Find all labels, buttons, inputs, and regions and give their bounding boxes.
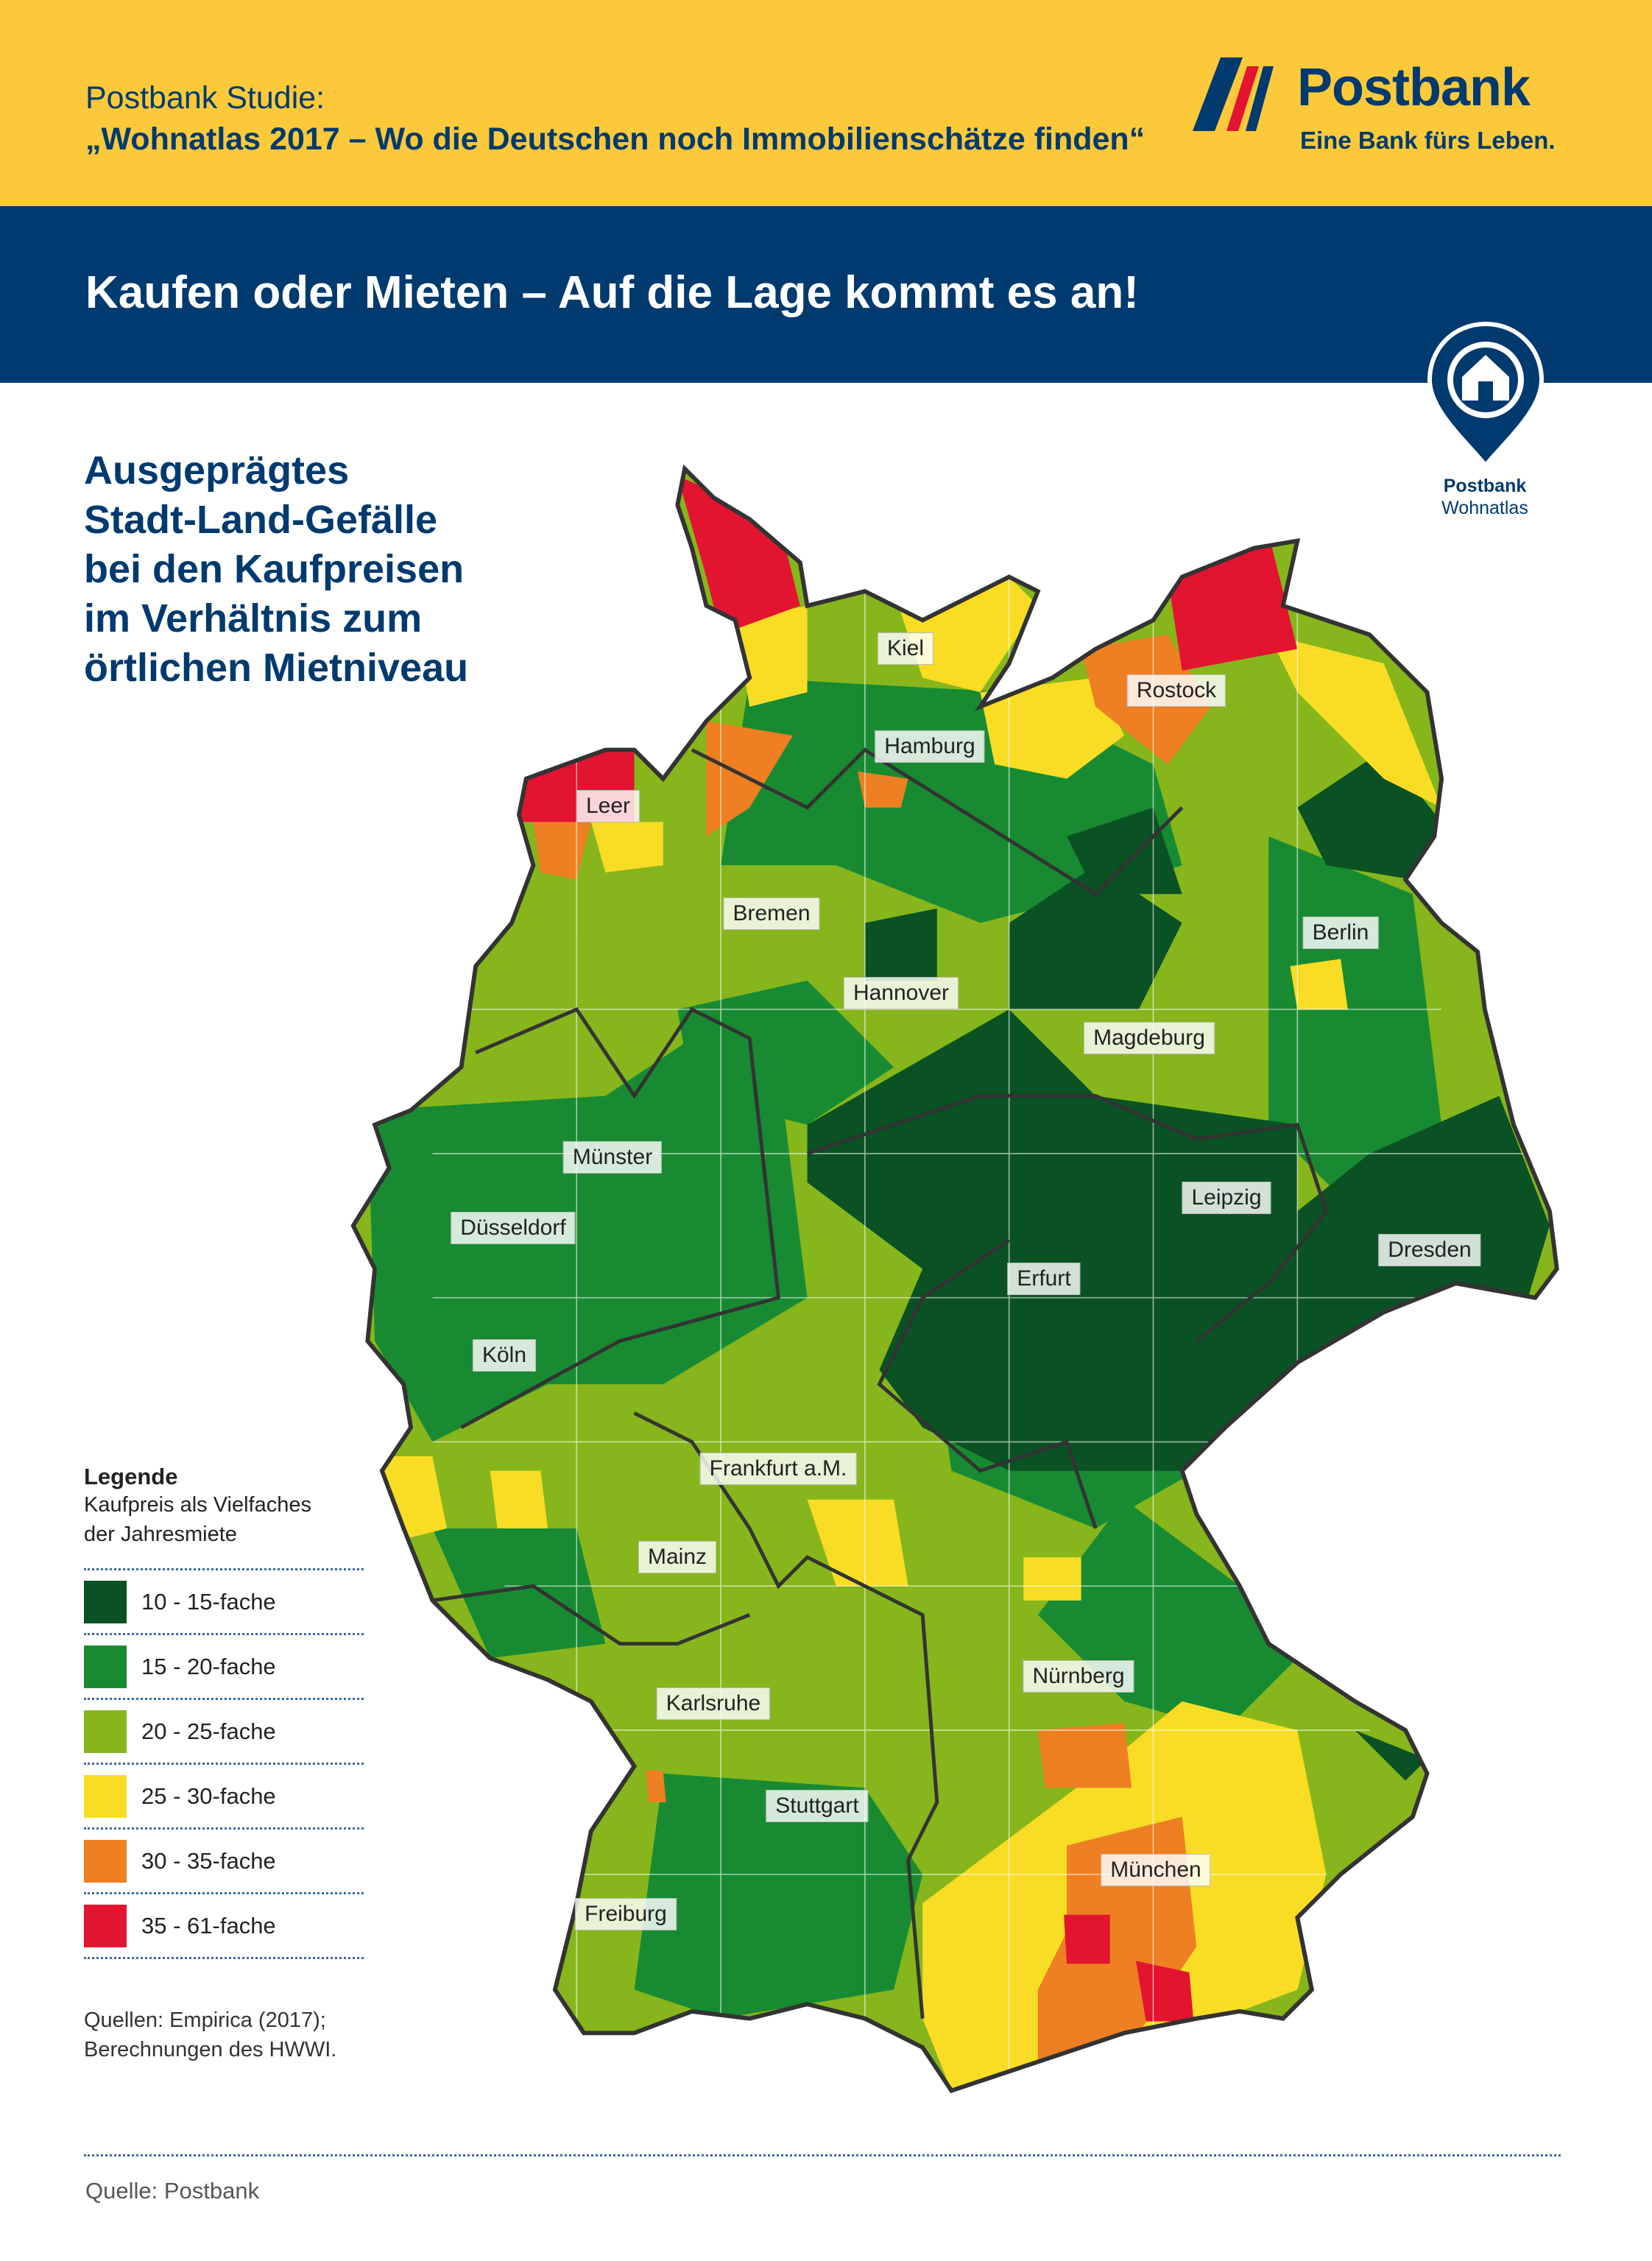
city-label-freiburg: Freiburg: [575, 1898, 677, 1930]
postbank-logo: Postbank Eine Bank fürs Leben.: [1193, 57, 1575, 161]
footer-source: Quelle: Postbank: [85, 2178, 260, 2204]
title-banner: Kaufen oder Mieten – Auf die Lage kommt …: [0, 206, 1652, 383]
city-label-muenchen: München: [1101, 1854, 1211, 1886]
legend-swatch: [84, 1645, 127, 1688]
legend-swatch: [84, 1710, 127, 1753]
sources-line: Berechnungen des HWWI.: [84, 2038, 337, 2061]
city-label-dresden: Dresden: [1378, 1234, 1481, 1266]
sources-note: Quellen: Empirica (2017); Berechnungen d…: [84, 2006, 336, 2064]
legend-item: 30 - 35-fache: [84, 1830, 364, 1894]
city-label-leipzig: Leipzig: [1182, 1182, 1271, 1214]
city-label-bremen: Bremen: [723, 897, 820, 930]
city-label-nuernberg: Nürnberg: [1023, 1660, 1134, 1693]
header-band: Postbank Studie: „Wohnatlas 2017 – Wo di…: [0, 0, 1652, 206]
city-label-erfurt: Erfurt: [1007, 1263, 1081, 1295]
city-label-berlin: Berlin: [1302, 917, 1379, 949]
district-borders: [432, 576, 1528, 2077]
legend-title: Legende: [84, 1464, 178, 1489]
legend-swatch: [84, 1774, 127, 1818]
logo-wordmark: Postbank: [1297, 58, 1531, 117]
study-heading: Postbank Studie: „Wohnatlas 2017 – Wo di…: [85, 77, 1145, 160]
legend-label: 15 - 20-fache: [141, 1653, 276, 1679]
map-headline: Ausgeprägtes Stadt-Land-Gefälle bei den …: [84, 446, 540, 693]
city-label-kiel: Kiel: [877, 632, 934, 665]
house-pin-icon: [1427, 321, 1545, 468]
legend-item: 35 - 61-fache: [84, 1894, 364, 1959]
city-label-mainz: Mainz: [638, 1541, 717, 1573]
sources-line: Quellen: Empirica (2017);: [84, 2008, 326, 2032]
postbank-stripes-icon: [1193, 57, 1274, 131]
banner-title: Kaufen oder Mieten – Auf die Lage kommt …: [85, 267, 1139, 318]
study-label: Postbank Studie:: [85, 80, 325, 116]
state-borders: [432, 747, 1329, 2019]
city-label-hamburg: Hamburg: [875, 730, 985, 763]
city-label-hannover: Hannover: [843, 977, 959, 1009]
footer-divider: [84, 2154, 1561, 2156]
legend-label: 20 - 25-fache: [141, 1718, 276, 1744]
headline-line: Ausgeprägtes: [84, 448, 350, 493]
map-legend: Legende Kaufpreis als Vielfaches der Jah…: [84, 1464, 364, 1959]
legend-label: 10 - 15-fache: [141, 1588, 276, 1615]
legend-label: 25 - 30-fache: [141, 1782, 276, 1809]
city-label-magdeburg: Magdeburg: [1084, 1022, 1215, 1054]
legend-swatch: [84, 1580, 127, 1623]
headline-line: im Verhältnis zum: [84, 596, 423, 641]
city-label-karlsruhe: Karlsruhe: [656, 1687, 771, 1720]
city-label-koeln: Köln: [472, 1339, 537, 1372]
city-label-stuttgart: Stuttgart: [766, 1790, 869, 1822]
legend-item: 25 - 30-fache: [84, 1765, 364, 1830]
logo-tagline: Eine Bank fürs Leben.: [1300, 127, 1556, 154]
legend-label: 35 - 61-fache: [141, 1912, 276, 1939]
city-label-rostock: Rostock: [1126, 674, 1226, 707]
legend-item: 15 - 20-fache: [84, 1635, 364, 1700]
legend-swatch: [84, 1839, 127, 1883]
legend-subtitle: der Jahresmiete: [84, 1523, 237, 1546]
city-label-leer: Leer: [576, 790, 640, 822]
city-label-muenster: Münster: [562, 1141, 663, 1174]
legend-swatch: [84, 1904, 127, 1947]
headline-line: bei den Kaufpreisen: [84, 547, 465, 591]
city-label-frankfurt: Frankfurt a.M.: [699, 1453, 857, 1485]
headline-line: örtlichen Mietniveau: [84, 646, 469, 690]
badge-line1: Postbank: [1443, 476, 1527, 496]
city-label-duesseldorf: Düsseldorf: [451, 1212, 576, 1244]
badge-line2: Wohnatlas: [1441, 498, 1528, 518]
legend-subtitle: Kaufpreis als Vielfaches: [84, 1493, 311, 1517]
headline-line: Stadt-Land-Gefälle: [84, 498, 438, 542]
study-title: „Wohnatlas 2017 – Wo die Deutschen noch …: [85, 121, 1146, 157]
legend-label: 30 - 35-fache: [141, 1847, 276, 1874]
legend-items: 10 - 15-fache 15 - 20-fache 20 - 25-fache 2…: [84, 1568, 364, 1959]
legend-item: 10 - 15-fache: [84, 1570, 364, 1635]
legend-item: 20 - 25-fache: [84, 1700, 364, 1765]
